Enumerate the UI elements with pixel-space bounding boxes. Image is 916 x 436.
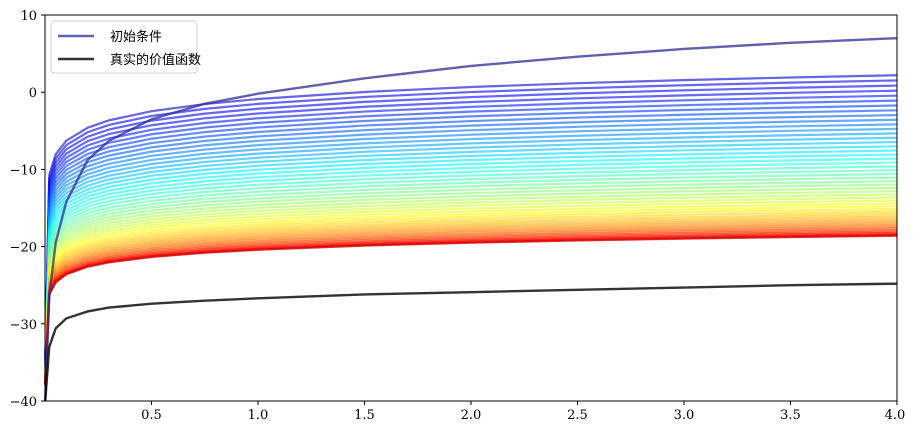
iteration-line xyxy=(44,157,898,371)
iteration-line xyxy=(44,217,898,380)
iteration-line xyxy=(44,84,898,364)
y-tick-label: −10 xyxy=(10,163,37,178)
iteration-line xyxy=(44,89,898,364)
iteration-line xyxy=(44,190,898,376)
x-tick-label: 2.5 xyxy=(567,408,588,423)
iteration-line xyxy=(44,215,898,380)
iteration-line xyxy=(44,165,898,372)
iteration-line xyxy=(44,196,898,377)
y-tick-label: −30 xyxy=(10,318,37,333)
iteration-line xyxy=(44,94,898,365)
iteration-line xyxy=(44,109,898,366)
iteration-line xyxy=(44,140,898,370)
iteration-line xyxy=(44,202,898,378)
iteration-line xyxy=(44,153,898,371)
x-tick-label: 4.0 xyxy=(885,408,906,423)
x-tick-label: 1.0 xyxy=(248,408,269,423)
iteration-line xyxy=(44,179,898,374)
iteration-line xyxy=(44,118,898,367)
iteration-line xyxy=(44,145,898,370)
x-tick-label: 3.0 xyxy=(674,408,695,423)
true-value-function-line xyxy=(44,282,898,402)
plot-region xyxy=(44,36,898,402)
x-axis: 0.5 1.0 1.5 2.0 2.5 3.0 3.5 4.0 xyxy=(141,401,905,423)
x-tick-label: 2.0 xyxy=(461,408,482,423)
iteration-line xyxy=(44,79,898,363)
iteration-line xyxy=(44,213,898,379)
iteration-line xyxy=(44,205,898,378)
iteration-line xyxy=(44,210,898,379)
iteration-line xyxy=(44,183,898,375)
iteration-line xyxy=(44,161,898,372)
iteration-line xyxy=(44,104,898,366)
iteration-line xyxy=(44,136,898,369)
iteration-line xyxy=(44,123,898,368)
legend-label-true: 真实的价值函数 xyxy=(110,52,201,68)
iteration-line xyxy=(44,132,898,369)
iteration-line xyxy=(44,222,898,381)
y-axis: −40 −30 −20 −10 0 10 xyxy=(10,9,45,410)
iteration-line xyxy=(44,199,898,377)
iteration-line xyxy=(44,219,898,381)
iteration-line xyxy=(44,99,898,365)
iteration-line xyxy=(44,149,898,370)
iteration-line xyxy=(44,127,898,368)
iteration-line xyxy=(44,224,898,382)
legend-label-initial: 初始条件 xyxy=(110,29,162,45)
legend: 初始条件 真实的价值函数 xyxy=(50,20,201,74)
y-tick-label: 0 xyxy=(29,86,37,101)
iteration-line xyxy=(44,234,898,386)
x-tick-label: 0.5 xyxy=(141,408,162,423)
y-tick-label: −20 xyxy=(10,241,37,256)
iteration-line xyxy=(44,193,898,376)
iteration-line xyxy=(44,186,898,375)
iteration-line xyxy=(44,207,898,379)
y-tick-label: −40 xyxy=(10,395,37,410)
x-tick-label: 3.5 xyxy=(780,408,801,423)
initial-condition-line xyxy=(44,36,898,402)
iteration-line xyxy=(44,113,898,367)
y-tick-label: 10 xyxy=(20,9,37,24)
x-tick-label: 1.5 xyxy=(354,408,375,423)
